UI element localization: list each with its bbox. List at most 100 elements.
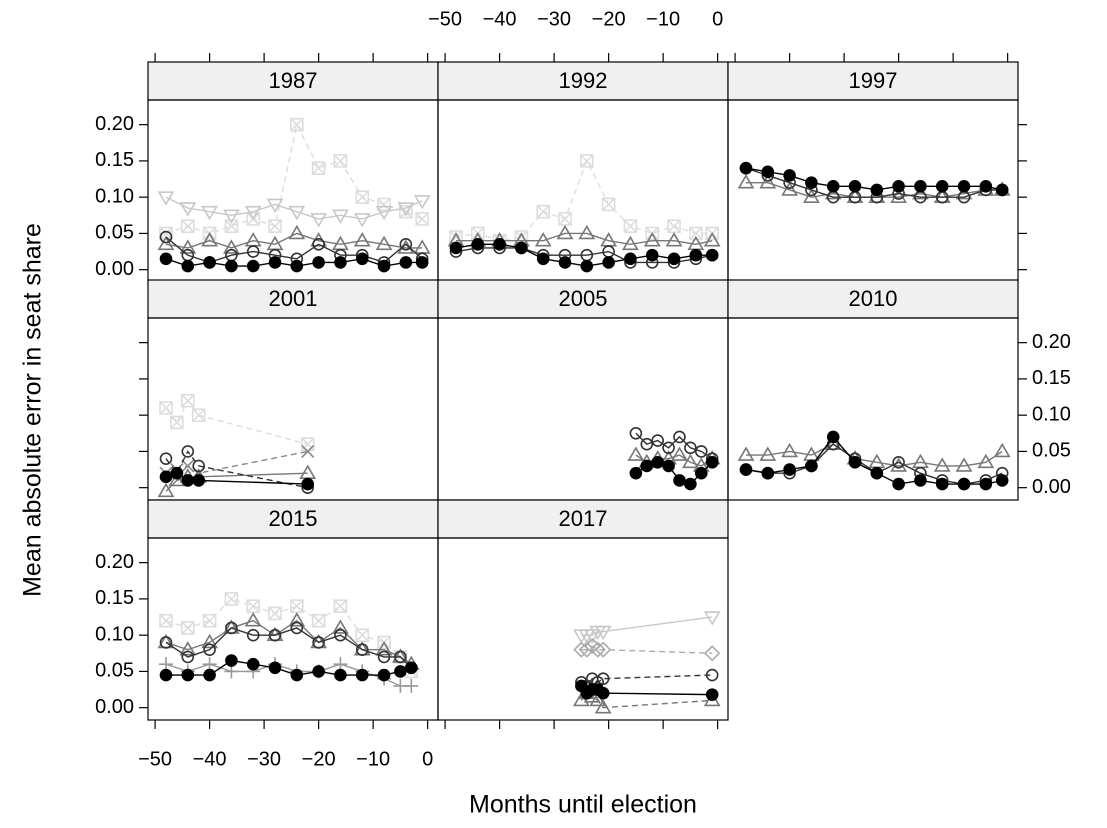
point [355,190,370,204]
point [246,245,260,258]
point [665,232,683,247]
point [180,219,195,233]
point [157,191,175,206]
point [572,691,590,707]
point [449,241,463,255]
y-tick-label: 0.15 [95,149,134,171]
point [651,434,664,447]
point [471,237,485,251]
point [201,232,218,247]
y-tick-label: 0.20 [1032,331,1071,353]
strip [147,61,439,101]
point [705,455,719,469]
point [890,188,908,203]
y-tick-label: 0.20 [95,551,134,573]
point [377,668,391,682]
point [892,477,905,491]
y-tick-label: 0.05 [95,222,134,244]
point [737,174,755,189]
x-tick-label: −10 [356,748,390,770]
point [375,205,393,221]
point [375,641,393,656]
point [704,645,721,662]
point [334,256,347,269]
point [268,661,282,675]
point [415,256,429,269]
point [595,641,612,658]
point [805,459,818,473]
point [848,455,862,469]
y-tick-label: 0.10 [95,185,134,207]
point [268,256,282,269]
point [290,259,304,273]
point [394,650,407,664]
point [312,256,325,269]
y-tick-label: 0.00 [1032,476,1071,498]
point [594,699,612,714]
point [995,183,1009,197]
x-tick-label: −20 [302,748,336,770]
point [596,672,610,685]
point [558,256,572,269]
point [355,668,369,682]
point [645,248,659,262]
point [870,183,884,197]
point [334,628,347,642]
point [181,445,195,458]
point [640,459,654,473]
point [558,212,572,226]
panel-title: 1997 [849,68,898,93]
point [781,442,798,458]
strip [437,279,729,319]
series-line [165,598,412,672]
point [578,641,595,658]
series-line [455,159,713,242]
point [203,643,216,656]
point [179,239,197,254]
point [935,477,949,491]
point [404,661,418,675]
point [694,466,708,480]
x-tick-label: −50 [428,8,462,30]
point [203,256,216,269]
point [180,393,195,408]
point [159,613,173,628]
point [157,235,175,251]
point [290,621,304,635]
series-line [165,619,412,665]
point [266,198,284,214]
point [353,213,371,228]
point [191,408,206,422]
point [394,665,407,678]
point [640,437,654,451]
point [180,621,195,635]
point [912,453,929,469]
point [624,252,637,266]
point [244,205,262,221]
point [353,232,371,247]
point [589,691,607,707]
point [246,628,260,642]
y-tick-label: 0.10 [1032,403,1071,425]
point [556,224,574,240]
x-tick-label: 0 [712,8,723,30]
point [783,169,796,182]
point [933,457,951,472]
x-tick-label: 0 [422,748,433,770]
panel-plot [737,430,1011,491]
panel-frame [727,317,1019,501]
point [223,239,240,254]
point [703,611,721,626]
point [159,452,173,465]
point [310,213,328,228]
point [684,441,697,455]
point [311,613,326,628]
x-tick-label: −20 [592,8,626,30]
point [935,179,949,193]
strip [147,499,439,539]
point [334,668,347,682]
point [667,219,681,233]
point [979,179,993,193]
point [705,668,719,682]
